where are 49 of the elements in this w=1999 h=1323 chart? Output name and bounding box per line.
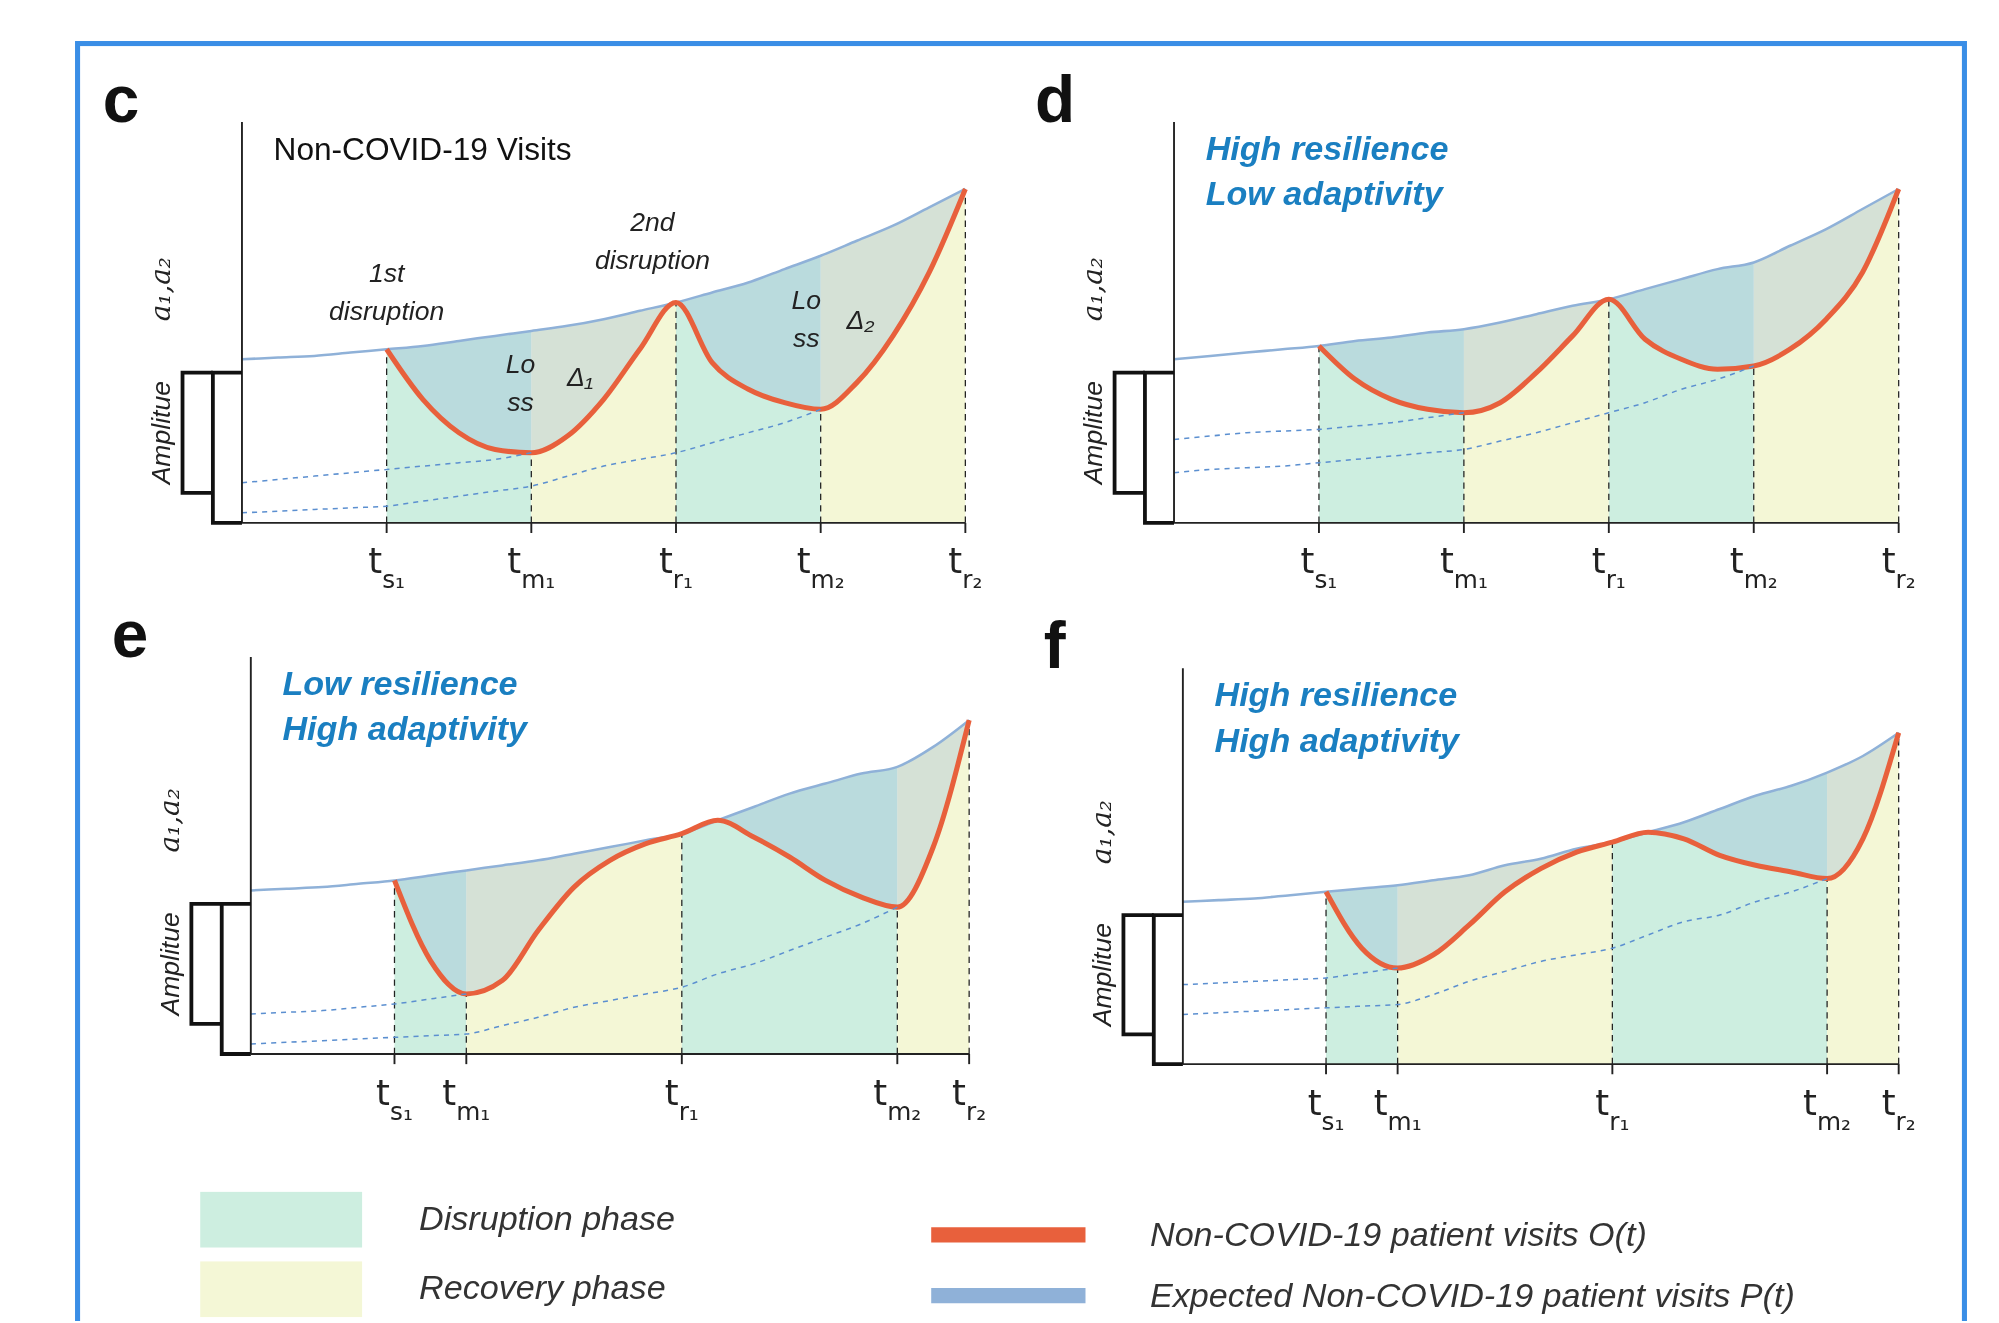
- annotation: Lo ss: [505, 348, 536, 417]
- x-tick-label: t$_{r₂}$: [952, 1071, 987, 1126]
- chart-title: Low resilience: [282, 663, 518, 702]
- legend-label: Expected Non-COVID-19 patient visits P(t): [1150, 1275, 1795, 1314]
- x-tick-label: t$_{r₂}$: [1881, 1081, 1916, 1136]
- text: a₁,a₂: [143, 256, 177, 322]
- x-tick-label: t$_{s₁}$: [1300, 540, 1338, 594]
- x-tick-label: t$_{s₁}$: [376, 1071, 413, 1126]
- x-tick-label: t$_{s₁}$: [1307, 1081, 1345, 1136]
- text: f: [1043, 608, 1067, 683]
- x-tick-label: t$_{m₂}$: [873, 1071, 922, 1126]
- text: a₁,a₂: [152, 788, 186, 853]
- annotation: Δ₁: [566, 361, 594, 392]
- x-tick-label: t$_{m₁}$: [442, 1071, 491, 1126]
- text: a₁,a₂: [1084, 800, 1118, 865]
- x-tick-label: t$_{m₁}$: [1439, 540, 1488, 594]
- legend-label: Non-COVID-19 patient visits O(t): [1150, 1215, 1647, 1254]
- text: d: [1034, 61, 1076, 136]
- chart-subtitle: Low adaptivity: [1205, 174, 1445, 213]
- y-axis-title: Amplitue: [154, 912, 185, 1018]
- chart-title: Non-COVID-19 Visits: [273, 130, 572, 167]
- y-axis-title: Amplitue: [145, 381, 176, 487]
- x-tick-label: t$_{m₂}$: [1803, 1081, 1852, 1136]
- chart-title: High resilience: [1205, 128, 1449, 167]
- x-tick-label: t$_{r₁}$: [1595, 1081, 1630, 1136]
- annotation: 2nd disruption: [594, 206, 711, 275]
- x-tick-label: t$_{r₁}$: [664, 1071, 699, 1126]
- x-tick-label: t$_{r₂}$: [948, 540, 983, 594]
- x-tick-label: t$_{m₂}$: [1729, 540, 1778, 594]
- annotation: Lo ss: [791, 285, 821, 354]
- y-axis-title: Amplitue: [1077, 381, 1108, 487]
- y-axis-title: Amplitue: [1086, 923, 1117, 1029]
- text: c: [102, 61, 140, 136]
- annotation: 1st disruption: [329, 258, 445, 327]
- x-tick-label: t$_{m₁}$: [507, 540, 556, 594]
- x-tick-label: t$_{r₁}$: [1591, 540, 1626, 594]
- x-tick-label: t$_{r₂}$: [1881, 540, 1916, 594]
- legend-label: Disruption phase: [419, 1198, 676, 1237]
- text: a₁,a₂: [1075, 256, 1109, 322]
- annotation: Δ₂: [845, 305, 875, 336]
- text: e: [111, 596, 149, 671]
- chart-subtitle: High adaptivity: [1214, 720, 1462, 759]
- x-tick-label: t$_{m₁}$: [1373, 1081, 1422, 1136]
- legend-label: Recovery phase: [419, 1268, 666, 1307]
- x-tick-label: t$_{r₁}$: [658, 540, 694, 594]
- x-tick-label: t$_{s₁}$: [368, 540, 406, 594]
- chart-title: High resilience: [1214, 675, 1458, 714]
- x-tick-label: t$_{m₂}$: [796, 540, 845, 594]
- chart-subtitle: High adaptivity: [282, 709, 530, 748]
